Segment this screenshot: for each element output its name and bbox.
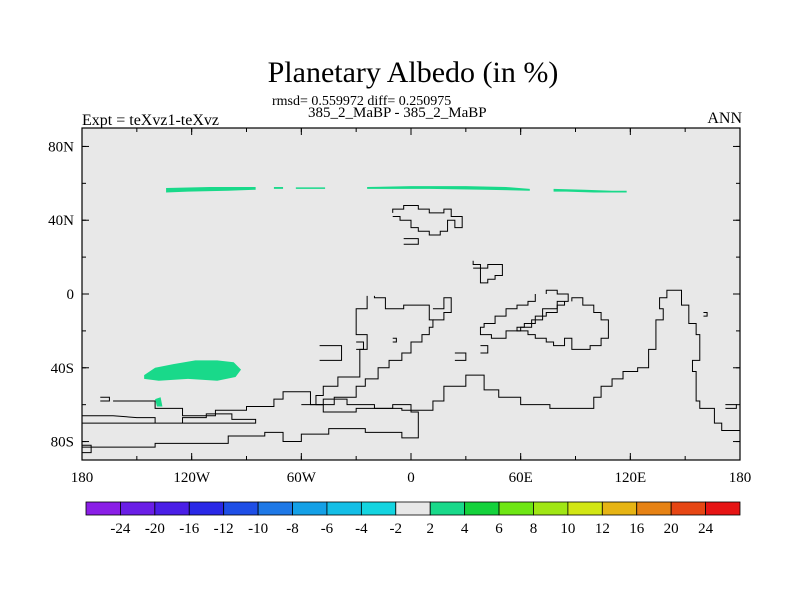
colorbar-swatch-4 <box>223 501 259 516</box>
season-label: ANN <box>707 110 742 127</box>
y-tick-label-3: 40S <box>51 361 74 377</box>
colorbar-swatch-13 <box>533 501 569 516</box>
x-tick-label-1: 120W <box>173 470 211 486</box>
x-tick-label-5: 120E <box>614 470 646 486</box>
colorbar-label-10: 4 <box>461 521 469 537</box>
colorbar-swatch-17 <box>670 501 706 516</box>
colorbar-swatch-2 <box>154 501 190 516</box>
coastline-15 <box>301 289 740 431</box>
anomaly-region-3 <box>367 186 530 191</box>
anomaly-region-4 <box>553 188 627 193</box>
anomaly-region-0 <box>166 187 256 193</box>
coastline-2 <box>82 444 92 454</box>
coastline-18 <box>725 404 737 409</box>
coastline-6 <box>319 345 343 361</box>
chart-subtitle: 385_2_MaBP - 385_2_MaBP <box>308 105 487 121</box>
coastline-4 <box>315 295 434 406</box>
y-tick-label-0: 80N <box>48 139 74 155</box>
coastline-3 <box>100 396 110 402</box>
coastline-0 <box>82 391 419 448</box>
colorbar-swatch-15 <box>601 501 638 516</box>
colorbar-swatch-11 <box>464 501 500 516</box>
colorbar-label-17: 24 <box>698 521 714 537</box>
colorbar-label-14: 12 <box>595 521 610 537</box>
colorbar-label-2: -16 <box>179 521 199 537</box>
colorbar-label-11: 6 <box>495 521 503 537</box>
colorbar-label-13: 10 <box>560 521 575 537</box>
colorbar-label-12: 8 <box>530 521 538 537</box>
colorbar-swatch-8 <box>360 501 397 516</box>
colorbar-label-8: -2 <box>390 521 403 537</box>
colorbar-swatch-1 <box>120 501 156 516</box>
colorbar-swatch-12 <box>498 501 534 516</box>
experiment-label: Expt = teXvz1-teXvz <box>82 112 219 129</box>
colorbar-label-1: -20 <box>145 521 165 537</box>
colorbar-swatch-5 <box>257 501 293 516</box>
colorbar-label-3: -12 <box>214 521 234 537</box>
colorbar-swatch-9 <box>395 501 431 516</box>
coastline-14 <box>516 297 609 350</box>
chart-title: Planetary Albedo (in %) <box>267 56 559 89</box>
anomaly-region-5 <box>144 360 242 381</box>
colorbar-swatch-14 <box>567 501 603 516</box>
colorbar-swatch-6 <box>292 501 328 516</box>
colorbar-swatch-7 <box>326 501 362 516</box>
colorbar-swatch-10 <box>429 501 466 516</box>
x-tick-label-3: 0 <box>407 470 415 486</box>
colorbar-swatch-16 <box>636 501 672 516</box>
y-tick-label-4: 80S <box>51 435 74 451</box>
colorbar-swatch-0 <box>85 501 121 516</box>
anomaly-region-1 <box>273 187 284 189</box>
coastline-9 <box>480 345 489 354</box>
coastline-12 <box>472 260 503 284</box>
colorbar-label-16: 20 <box>664 521 679 537</box>
x-tick-label-2: 60W <box>287 470 317 486</box>
colorbar-label-7: -4 <box>355 521 368 537</box>
coastline-13 <box>479 289 569 339</box>
colorbar-label-6: -6 <box>321 521 334 537</box>
colorbar-swatch-3 <box>188 501 225 516</box>
coastline-7 <box>432 297 452 321</box>
colorbar-label-0: -24 <box>110 521 130 537</box>
colorbar-label-5: -8 <box>286 521 299 537</box>
coastline-5 <box>356 341 364 350</box>
colorbar-swatch-18 <box>705 501 741 516</box>
x-tick-label-6: 180 <box>729 470 752 486</box>
y-tick-label-1: 40N <box>48 213 74 229</box>
coastline-10 <box>392 204 463 236</box>
colorbar-label-4: -10 <box>248 521 268 537</box>
colorbar-label-15: 16 <box>629 521 645 537</box>
anomaly-region-2 <box>295 187 326 189</box>
coastline-17 <box>703 311 708 317</box>
coastline-8 <box>454 352 467 361</box>
coastline-1 <box>82 413 257 424</box>
coastline-16 <box>392 337 397 343</box>
colorbar-label-9: 2 <box>426 521 434 537</box>
stats-text: rmsd= 0.559972 diff= 0.250975 <box>272 94 452 109</box>
x-tick-label-4: 60E <box>509 470 533 486</box>
coastline-11 <box>403 238 419 245</box>
y-tick-label-2: 0 <box>67 287 75 303</box>
anomaly-region-6 <box>155 397 163 407</box>
x-tick-label-0: 180 <box>71 470 94 486</box>
